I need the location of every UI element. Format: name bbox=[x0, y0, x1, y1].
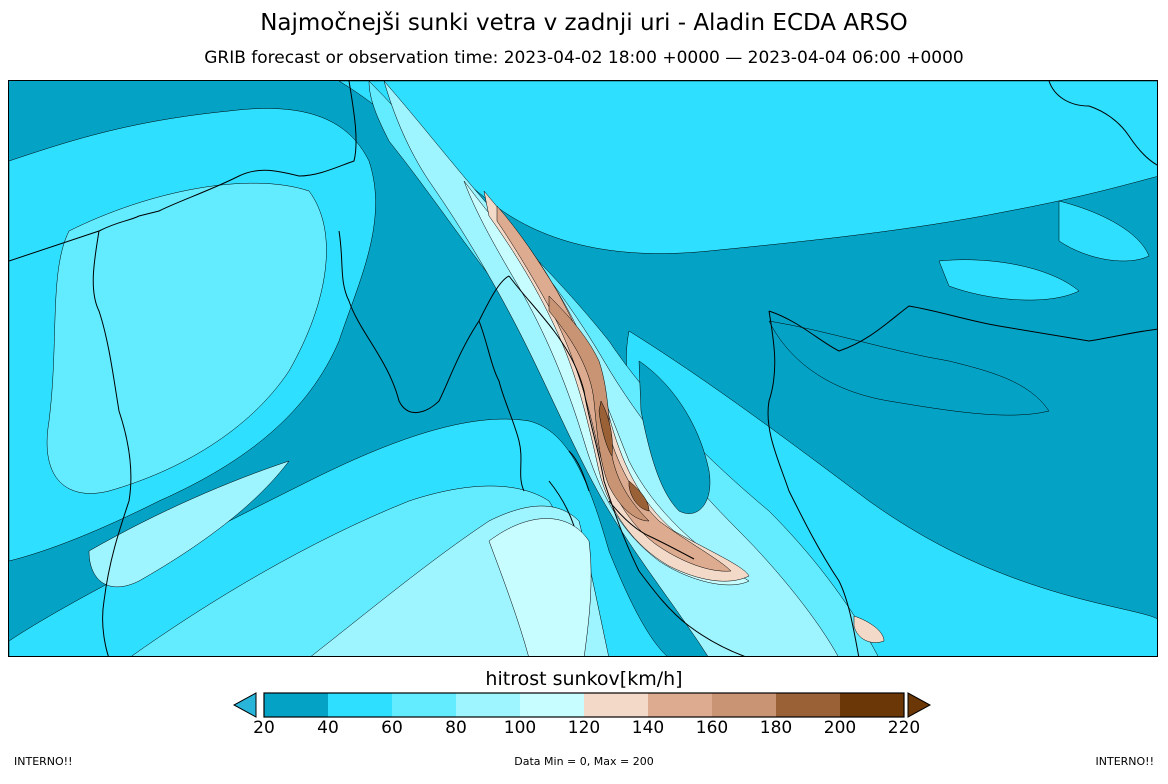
colorbar-tick-label: 40 bbox=[317, 718, 339, 738]
footer-right-label: INTERNO!! bbox=[1095, 755, 1155, 768]
field-100-120-south bbox=[488, 518, 592, 656]
colorbar-swatch bbox=[648, 693, 712, 717]
colorbar bbox=[232, 692, 932, 718]
field-80-100-sw bbox=[88, 460, 290, 588]
colorbar-tick-label: 220 bbox=[887, 718, 921, 738]
field-180-200 bbox=[598, 400, 613, 457]
field-40-60-east-patch bbox=[1058, 200, 1150, 262]
colorbar-tick-label: 100 bbox=[503, 718, 537, 738]
colorbar-swatch bbox=[776, 693, 840, 717]
colorbar-tick-label: 140 bbox=[631, 718, 665, 738]
field-180-200-b bbox=[628, 480, 650, 512]
colorbar-swatch bbox=[328, 693, 392, 717]
colorbar-frame bbox=[263, 692, 905, 718]
colorbar-under-arrow bbox=[232, 692, 257, 718]
field-20-40-patch-e bbox=[768, 320, 1050, 416]
coastlines bbox=[9, 81, 1157, 656]
chart-title: Najmočnejši sunki vetra v zadnji uri - A… bbox=[260, 10, 908, 36]
colorbar-over-arrow bbox=[907, 692, 932, 718]
colorbar-tick-label: 160 bbox=[695, 718, 729, 738]
colorbar-tick-label: 20 bbox=[253, 718, 275, 738]
field-60-80-west bbox=[46, 182, 327, 494]
colorbar-tick-label: 80 bbox=[445, 718, 467, 738]
colorbar-ticks: 20 40 60 80 100 120 140 160 180 200 220 bbox=[0, 718, 1168, 742]
colorbar-swatch bbox=[456, 693, 520, 717]
field-40-60-east-patch2 bbox=[938, 259, 1080, 301]
data-range-label: Data Min = 0, Max = 200 bbox=[514, 755, 654, 768]
colorbar-swatch bbox=[712, 693, 776, 717]
wind-gust-map bbox=[8, 80, 1158, 657]
field-20-40-patch bbox=[638, 360, 711, 514]
colorbar-swatch bbox=[392, 693, 456, 717]
colorbar-swatch bbox=[520, 693, 584, 717]
colorbar-swatch bbox=[840, 693, 904, 717]
field-160-180 bbox=[548, 295, 650, 522]
colorbar-swatch bbox=[264, 693, 328, 717]
colorbar-tick-label: 60 bbox=[381, 718, 403, 738]
chart-subtitle: GRIB forecast or observation time: 2023-… bbox=[204, 48, 964, 68]
colorbar-tick-label: 180 bbox=[759, 718, 793, 738]
footer-left-label: INTERNO!! bbox=[14, 755, 73, 768]
colorbar-swatch bbox=[584, 693, 648, 717]
colorbar-label: hitrost sunkov[km/h] bbox=[485, 668, 683, 690]
colorbar-tick-label: 200 bbox=[823, 718, 857, 738]
field-120-140-patch bbox=[853, 615, 885, 643]
colorbar-tick-label: 120 bbox=[567, 718, 601, 738]
